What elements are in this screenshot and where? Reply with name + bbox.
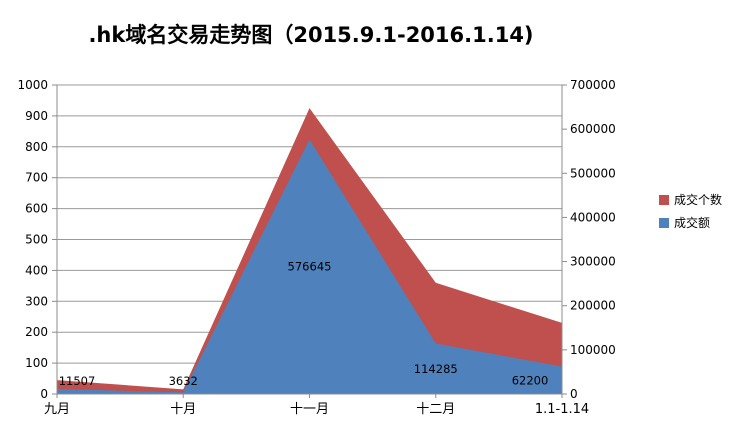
- x-axis-label: 十月: [170, 402, 196, 417]
- y-axis-right-label: 300000: [570, 255, 616, 269]
- legend-swatch-blue: [659, 218, 669, 228]
- chart-title: .hk域名交易走势图（2015.9.1-2016.1.14): [88, 23, 534, 47]
- y-axis-right-label: 500000: [570, 166, 616, 180]
- legend-label-deal-count: 成交个数: [674, 193, 723, 207]
- data-label: 3632: [169, 374, 198, 388]
- y-axis-right-label: 700000: [570, 78, 616, 92]
- y-axis-left-label: 800: [25, 140, 48, 154]
- legend-label-deal-amount: 成交额: [674, 216, 711, 230]
- y-axis-right-label: 0: [570, 387, 578, 401]
- y-axis-left-label: 900: [25, 109, 48, 123]
- data-label: 11507: [59, 374, 96, 388]
- x-axis-label: 十一月: [290, 402, 329, 417]
- area-series-1: [57, 139, 562, 394]
- y-axis-left-label: 200: [25, 325, 48, 339]
- legend: 成交个数 成交额: [659, 194, 722, 229]
- x-axis-label: 十二月: [416, 402, 455, 417]
- legend-swatch-red: [659, 195, 669, 205]
- data-label: 62200: [512, 373, 549, 387]
- y-axis-left-label: 100: [25, 356, 48, 370]
- y-axis-left-label: 0: [40, 387, 48, 401]
- data-label: 576645: [288, 260, 332, 274]
- y-axis-right-label: 100000: [570, 343, 616, 357]
- y-axis-right-label: 400000: [570, 210, 616, 224]
- y-axis-left-label: 300: [25, 294, 48, 308]
- y-axis-left-label: 600: [25, 202, 48, 216]
- y-axis-left-label: 400: [25, 263, 48, 277]
- legend-item-deal-count: 成交个数: [659, 194, 722, 206]
- y-axis-right-label: 200000: [570, 299, 616, 313]
- y-axis-left-label: 700: [25, 171, 48, 185]
- data-label: 114285: [414, 362, 458, 376]
- x-axis-label: 九月: [44, 402, 70, 417]
- x-axis-label: 1.1-1.14: [535, 402, 589, 417]
- y-axis-right-label: 600000: [570, 122, 616, 136]
- y-axis-left-label: 500: [25, 233, 48, 247]
- y-axis-left-label: 1000: [17, 78, 48, 92]
- legend-item-deal-amount: 成交额: [659, 217, 722, 229]
